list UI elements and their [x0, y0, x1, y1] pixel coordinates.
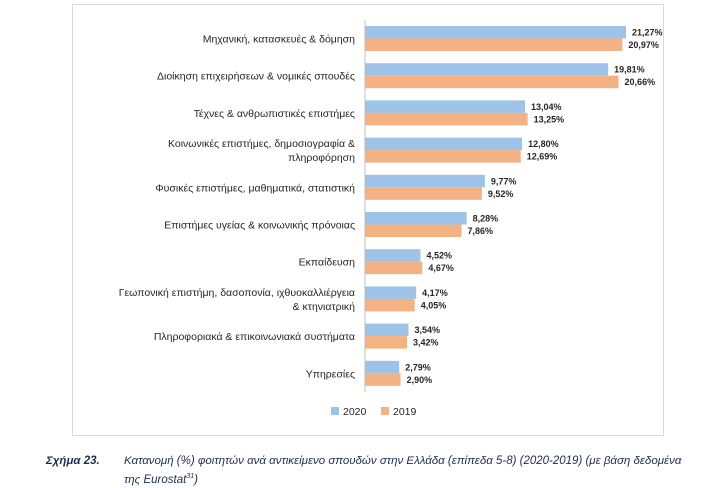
category-label-line: Υπηρεσίες: [306, 368, 355, 380]
caption-text: Κατανομή (%) φοιτητών ανά αντικείμενο σπ…: [124, 453, 684, 488]
caption-body: Κατανομή (%) φοιτητών ανά αντικείμενο σπ…: [124, 455, 682, 486]
value-label-2020: 3,54%: [414, 325, 440, 335]
value-label-2019: 3,42%: [413, 338, 439, 348]
bar-2019: [365, 298, 415, 312]
bar-2020: [365, 360, 400, 374]
legend-swatch-2019: [381, 407, 389, 415]
value-label-2019: 20,66%: [625, 77, 656, 87]
value-label-2020: 21,27%: [632, 28, 663, 38]
bar-2019: [365, 224, 462, 237]
category-label-line: Μηχανική, κατασκευές & δόμηση: [203, 34, 355, 46]
category-label: Εκπαίδευση: [299, 257, 356, 269]
bar-2019: [365, 75, 619, 89]
bar-chart: Μηχανική, κατασκευές & δόμηση 21,27% 20,97…: [119, 20, 663, 418]
category-label: Υπηρεσίες: [306, 368, 355, 380]
bar-2020: [365, 100, 526, 113]
bar-2020: [365, 174, 485, 188]
value-label-2019: 13,25%: [534, 114, 565, 124]
value-label-2019: 9,52%: [488, 189, 514, 199]
value-label-2019: 4,05%: [421, 300, 447, 310]
chart-frame: Μηχανική, κατασκευές & δόμηση 21,27% 20,97…: [72, 4, 664, 436]
bar-2019: [365, 187, 482, 200]
bar-2019: [365, 261, 423, 275]
legend-label-2019: 2019: [393, 406, 417, 418]
bar-2019: [365, 373, 401, 386]
value-label-2020: 19,81%: [614, 65, 645, 75]
caption-close: ): [194, 473, 198, 486]
bar-2020: [365, 212, 467, 225]
category-label-line: Γεωπονική επιστήμη, δασοπονία, ιχθυοκαλλ…: [119, 287, 355, 299]
value-label-2020: 8,28%: [473, 214, 499, 224]
value-label-2020: 13,04%: [531, 102, 562, 112]
bar-2019: [365, 38, 623, 51]
bar-2020: [365, 137, 523, 151]
bar-2019: [365, 150, 521, 163]
category-label-line: Διοίκηση επιχειρήσεων & νομικές σπουδές: [157, 71, 355, 83]
value-label-2019: 20,97%: [628, 40, 659, 50]
category-label-line: Τέχνες & ανθρωπιστικές επιστήμες: [194, 108, 355, 120]
bar-2020: [365, 26, 627, 39]
bar-2020: [365, 249, 421, 262]
category-label: Κοινωνικές επιστήμες, δημοσιογραφία & πλη…: [168, 138, 355, 164]
category-label: Διοίκηση επιχειρήσεων & νομικές σπουδές: [157, 71, 355, 83]
category-label: Φυσικές επιστήμες, μαθηματικά, στατιστικ…: [155, 182, 355, 194]
caption-footnote: 31: [186, 473, 195, 480]
category-label: Επιστήμες υγείας & κοινωνικής πρόνοιας: [164, 220, 355, 232]
bar-2020: [365, 323, 409, 337]
category-label-line: Εκπαίδευση: [299, 257, 356, 269]
category-label: Μηχανική, κατασκευές & δόμηση: [203, 34, 355, 46]
category-label-line: Φυσικές επιστήμες, μαθηματικά, στατιστικ…: [155, 182, 355, 194]
category-label-line: & κτηνιατρική: [293, 301, 356, 313]
value-label-2019: 7,86%: [467, 226, 493, 236]
category-label-line: πληροφόρηση: [288, 152, 355, 164]
legend-swatch-2020: [331, 407, 339, 415]
legend-label-2020: 2020: [343, 406, 367, 418]
bar-2020: [365, 63, 609, 76]
bar-2019: [365, 336, 407, 349]
value-label-2020: 9,77%: [491, 176, 517, 186]
category-label: Γεωπονική επιστήμη, δασοπονία, ιχθυοκαλλ…: [119, 287, 355, 313]
caption-label: Σχήμα 23.: [46, 455, 100, 467]
value-label-2020: 4,17%: [422, 288, 448, 298]
value-label-2019: 2,90%: [407, 375, 433, 385]
value-label-2020: 4,52%: [426, 251, 452, 261]
category-label-line: Κοινωνικές επιστήμες, δημοσιογραφία &: [168, 138, 355, 150]
value-label-2020: 12,80%: [528, 139, 559, 149]
bar-2020: [365, 286, 417, 299]
value-label-2020: 2,79%: [405, 362, 431, 372]
category-label-line: Επιστήμες υγείας & κοινωνικής πρόνοιας: [164, 220, 355, 232]
value-label-2019: 4,67%: [428, 263, 454, 273]
bar-2019: [365, 112, 528, 126]
category-label: Πληροφοριακά & επικοινωνιακά συστήματα: [154, 331, 355, 343]
category-label-line: Πληροφοριακά & επικοινωνιακά συστήματα: [154, 331, 355, 343]
value-label-2019: 12,69%: [527, 152, 558, 162]
category-label: Τέχνες & ανθρωπιστικές επιστήμες: [194, 108, 355, 120]
